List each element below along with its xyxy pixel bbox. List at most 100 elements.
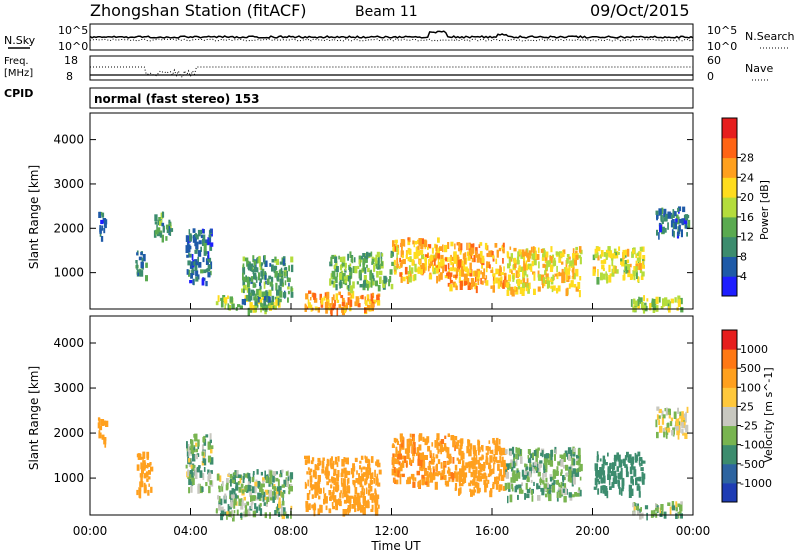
- range-gate-cell: [313, 298, 318, 303]
- range-gate-cell: [328, 478, 331, 483]
- range-gate-cell: [635, 505, 640, 511]
- range-gate-cell: [513, 453, 515, 461]
- range-gate-cell: [407, 271, 412, 275]
- range-gate-cell: [681, 428, 684, 434]
- range-gate-cell: [263, 255, 266, 260]
- range-gate-cell: [425, 455, 428, 460]
- range-gate-cell: [202, 458, 206, 464]
- range-gate-cell: [449, 279, 453, 284]
- range-gate-cell: [518, 265, 521, 271]
- range-gate-cell: [427, 465, 431, 471]
- range-gate-cell: [655, 503, 657, 508]
- range-gate-cell: [617, 479, 620, 484]
- range-gate-cell: [203, 229, 205, 234]
- range-gate-cell: [193, 434, 197, 438]
- range-gate-cell: [186, 269, 189, 275]
- range-gate-cell: [618, 487, 621, 495]
- range-gate-cell: [555, 480, 559, 485]
- range-gate-cell: [665, 431, 668, 439]
- range-gate-cell: [475, 250, 477, 258]
- range-gate-cell: [515, 453, 518, 460]
- range-gate-cell: [165, 236, 168, 241]
- range-gate-cell: [190, 464, 193, 469]
- range-gate-cell: [632, 271, 635, 277]
- range-gate-cell: [273, 490, 276, 496]
- range-gate-cell: [494, 449, 497, 454]
- range-gate-cell: [600, 272, 603, 281]
- range-gate-cell: [414, 477, 417, 482]
- range-gate-cell: [465, 274, 468, 282]
- range-gate-cell: [274, 305, 277, 310]
- colorbar-tick-label: 12: [740, 231, 754, 244]
- range-gate-cell: [308, 290, 312, 294]
- range-gate-cell: [542, 281, 546, 287]
- range-gate-cell: [608, 250, 611, 258]
- range-gate-cell: [410, 270, 412, 279]
- range-gate-cell: [642, 473, 646, 480]
- range-gate-cell: [346, 496, 350, 503]
- range-gate-cell: [664, 408, 667, 412]
- range-gate-cell: [278, 287, 282, 291]
- range-gate-cell: [362, 474, 365, 482]
- range-gate-cell: [101, 434, 105, 440]
- range-gate-cell: [437, 237, 440, 243]
- range-gate-cell: [334, 276, 338, 284]
- range-gate-cell: [357, 303, 361, 308]
- range-gate-cell: [486, 261, 488, 268]
- range-gate-cell: [458, 269, 462, 277]
- range-gate-cell: [210, 470, 213, 474]
- range-gate-cell: [452, 472, 455, 481]
- range-gate-cell: [452, 457, 455, 464]
- range-gate-cell: [677, 231, 680, 237]
- range-gate-cell: [629, 466, 633, 475]
- range-gate-cell: [278, 298, 282, 303]
- range-gate-cell: [514, 462, 517, 467]
- range-gate-cell: [495, 484, 499, 490]
- range-gate-cell: [542, 277, 545, 284]
- colorbar-segment: [722, 330, 737, 350]
- range-gate-cell: [559, 489, 562, 496]
- range-gate-cell: [135, 260, 138, 264]
- range-gate-cell: [273, 492, 277, 500]
- range-gate-cell: [681, 411, 684, 417]
- y-tick-label: 2000: [53, 426, 84, 440]
- range-gate-cell: [494, 443, 498, 450]
- range-gate-cell: [555, 449, 557, 455]
- range-gate-cell: [237, 304, 241, 308]
- range-gate-cell: [540, 452, 543, 457]
- range-gate-cell: [614, 481, 618, 484]
- range-gate-cell: [594, 248, 597, 254]
- range-gate-cell: [400, 250, 404, 258]
- range-gate-cell: [565, 272, 568, 281]
- range-gate-cell: [595, 482, 598, 488]
- range-gate-cell: [341, 276, 344, 282]
- range-gate-cell: [502, 447, 506, 456]
- range-gate-cell: [406, 251, 408, 255]
- range-gate-cell: [441, 472, 445, 476]
- range-gate-cell: [195, 241, 199, 250]
- range-gate-cell: [623, 269, 625, 275]
- range-gate-cell: [608, 479, 611, 486]
- range-gate-cell: [541, 487, 545, 496]
- range-gate-cell: [250, 502, 253, 509]
- range-gate-cell: [571, 457, 575, 466]
- range-gate-cell: [667, 299, 670, 304]
- range-gate-cell: [404, 448, 408, 454]
- range-gate-cell: [229, 296, 233, 303]
- range-gate-cell: [620, 258, 623, 262]
- range-gate-cell: [570, 449, 573, 457]
- range-gate-cell: [216, 473, 220, 481]
- range-gate-cell: [466, 446, 469, 454]
- range-gate-cell: [426, 471, 429, 479]
- range-gate-cell: [517, 278, 521, 286]
- range-gate-cell: [264, 260, 268, 267]
- range-gate-cell: [485, 457, 489, 465]
- range-gate-cell: [681, 218, 685, 226]
- range-gate-cell: [459, 283, 463, 290]
- range-gate-cell: [420, 238, 424, 244]
- velocity-panel: [89, 315, 694, 522]
- range-gate-cell: [237, 474, 242, 479]
- range-gate-cell: [375, 502, 378, 506]
- range-gate-cell: [264, 470, 266, 479]
- range-gate-cell: [369, 493, 373, 500]
